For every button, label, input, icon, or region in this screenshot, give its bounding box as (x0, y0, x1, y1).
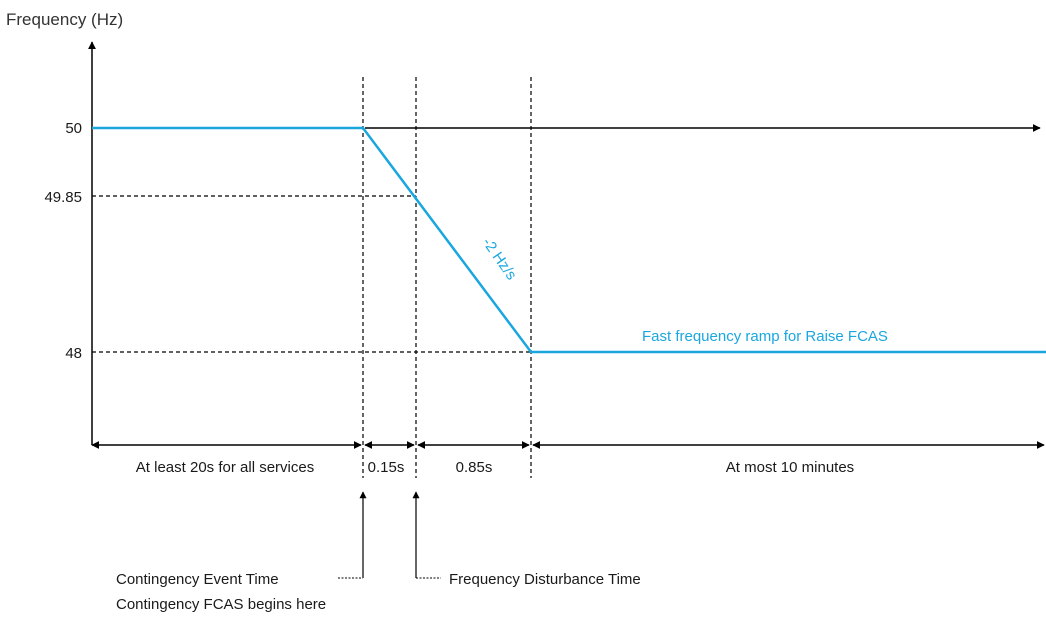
annotation-contingency-event: Contingency Event Time (116, 571, 279, 588)
frequency-trace (92, 126, 1046, 354)
annotation-contingency-begins: Contingency FCAS begins here (116, 596, 326, 613)
y-tick-49-85: 49.85 (44, 189, 82, 206)
interval-label-1: At least 20s for all services (136, 459, 314, 476)
interval-label-4: At most 10 minutes (726, 459, 854, 476)
y-tick-48: 48 (65, 345, 82, 362)
slope-label: -2 Hz/s (479, 235, 520, 284)
ramp-label: Fast frequency ramp for Raise FCAS (642, 328, 888, 345)
interval-label-3: 0.85s (456, 459, 493, 476)
annotation-frequency-disturbance: Frequency Disturbance Time (449, 571, 641, 588)
interval-label-2: 0.15s (368, 459, 405, 476)
y-tick-50: 50 (65, 120, 82, 137)
y-axis-label: Frequency (Hz) (6, 10, 123, 29)
